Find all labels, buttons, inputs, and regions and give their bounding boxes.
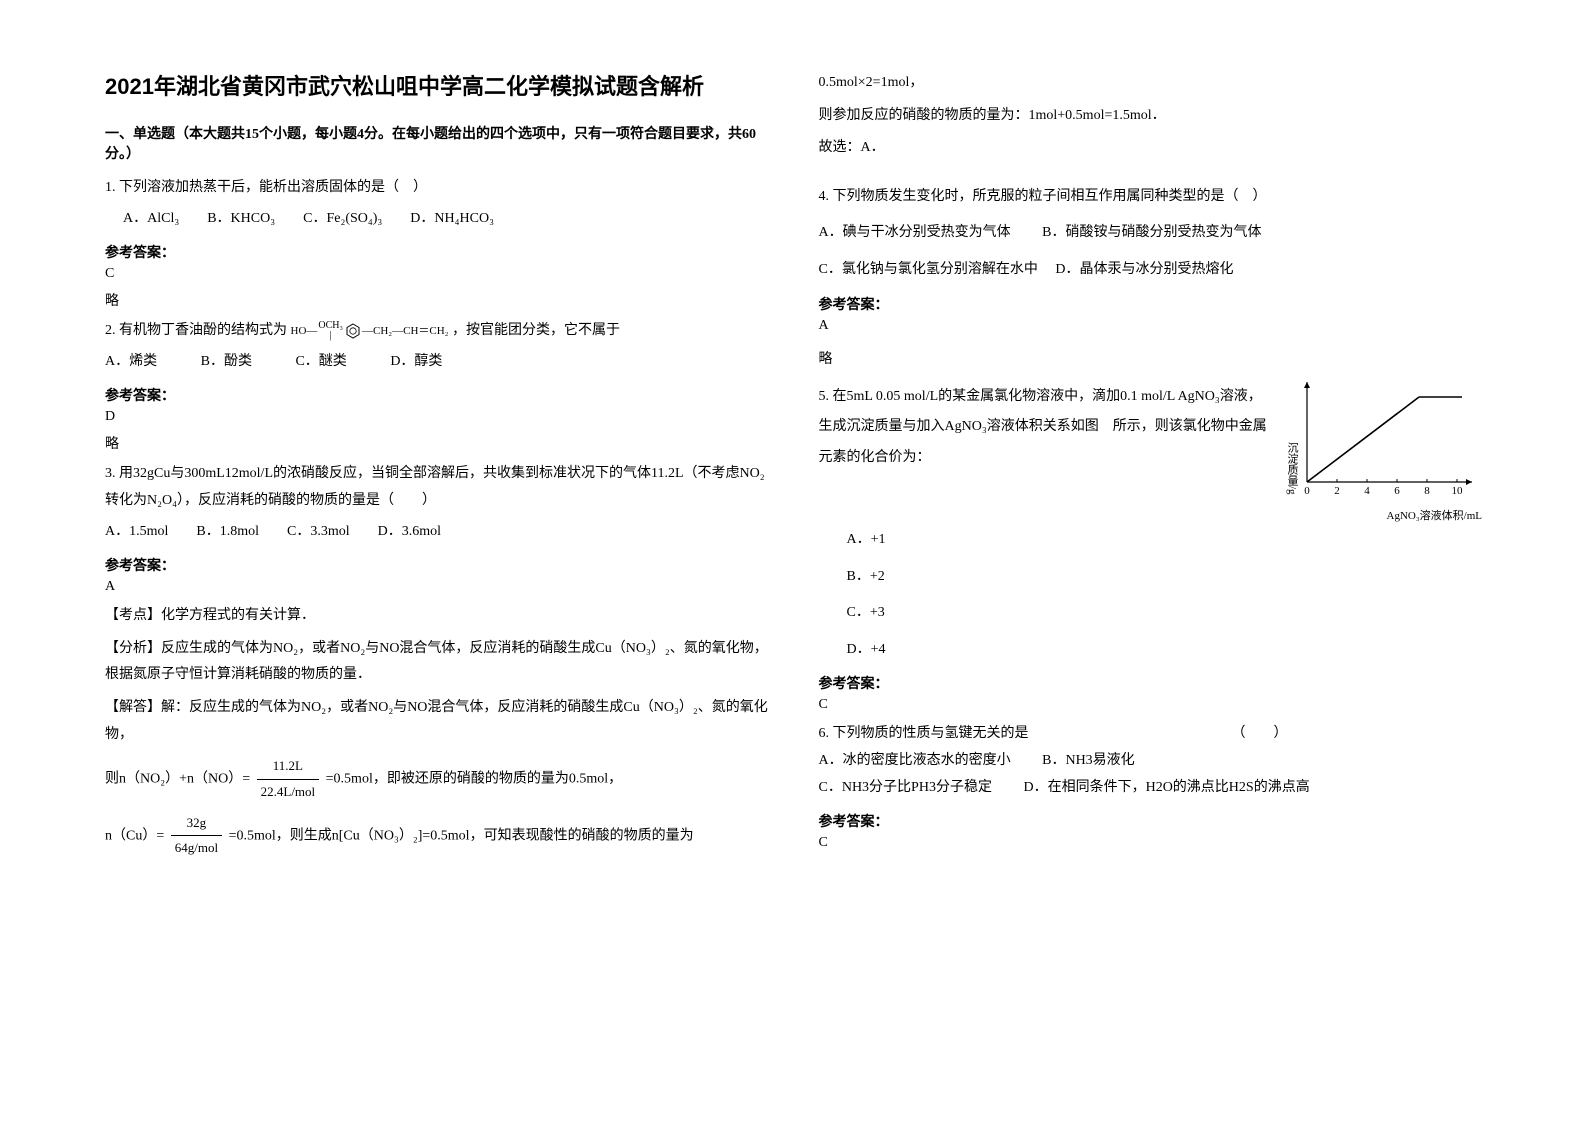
question-5: 沉淀质量/g 0 2 4 6 8 10 AgNO₃溶液体积/mL 5. 在5mL… [819,382,1483,664]
q2-options: A．烯类 B．酚类 C．醚类 D．醇类 [105,349,769,376]
q3-answer: A [105,579,769,595]
q6-row1: A．冰的密度比液态水的密度小 B．NH3易液化 [819,748,1483,775]
q3-e4-post: =0.5mol，即被还原的硝酸的物质的量为0.5mol， [326,772,622,787]
q6-opt-c: C．NH3分子比PH3分子稳定 [819,780,992,795]
frac-bot: 64g/mol [171,836,222,861]
q3-stem: 3. 用32gCu与300mL12mol/L的浓硝酸反应，当铜全部溶解后，共收集… [105,461,769,514]
frac-top: 11.2L [257,754,320,780]
answer-label: 参考答案： [819,294,1483,314]
q3-e4-pre: 则n（NO₂）+n（NO）= [105,772,250,787]
q3-exp-7: 则参加反应的硝酸的物质的量为：1mol+0.5mol=1.5mol． [819,103,1483,130]
q6-opt-a: A．冰的密度比液态水的密度小 [819,753,1011,768]
right-column: 0.5mol×2=1mol， 则参加反应的硝酸的物质的量为：1mol+0.5mo… [794,70,1508,1082]
answer-label: 参考答案： [819,811,1483,831]
q2-opt-a: A．烯类 [105,354,157,369]
q3-e5-post: =0.5mol，则生成n[Cu（NO₃）₂]=0.5mol，可知表现酸性的硝酸的… [229,828,694,843]
q5-graph: 沉淀质量/g 0 2 4 6 8 10 AgNO₃溶液体积/mL [1282,372,1482,527]
q2-opt-d: D．醇类 [390,354,442,369]
q2-stem-post: ，按官能团分类，它不属于 [452,323,620,338]
answer-label: 参考答案： [105,385,769,405]
q4-answer: A [819,318,1483,334]
q3-e5-pre: n（Cu）= [105,828,164,843]
question-4: 4. 下列物质发生变化时，所克服的粒子间相互作用属同种类型的是（ ） A．碘与干… [819,184,1483,284]
q5-options: A．+1 B．+2 C．+3 D．+4 [819,527,1483,663]
q5-answer: C [819,697,1483,713]
q1-stem: 1. 下列溶液加热蒸干后，能析出溶质固体的是（ ） [105,175,769,202]
q4-opt-d: D．晶体汞与冰分别受热熔化 [1055,262,1233,277]
q4-opt-c: C．氯化钠与氯化氢分别溶解在水中 [819,262,1038,277]
fraction: 32g 64g/mol [171,811,222,861]
left-column: 2021年湖北省黄冈市武穴松山咀中学高二化学模拟试题含解析 一、单选题（本大题共… [80,70,794,1082]
q3-exp-3: 【解答】解：反应生成的气体为NO₂，或者NO₂与NO混合气体，反应消耗的硝酸生成… [105,695,769,748]
q1-options: A．AlCl₃ B．KHCO₃ C．Fe₂(SO₄)₃ D．NH₄HCO₃ [123,206,769,233]
q2-note: 略 [105,433,769,453]
question-2: 2. 有机物丁香油酚的结构式为 HO— OCH₃ | —CH₂—CH＝CH₂ ，… [105,318,769,375]
q5-opt-a: A．+1 [847,527,1483,554]
svg-text:0: 0 [1304,485,1310,497]
answer-label: 参考答案： [105,242,769,262]
q3-exp-2: 【分析】反应生成的气体为NO₂，或者NO₂与NO混合气体，反应消耗的硝酸生成Cu… [105,636,769,689]
q5-opt-d: D．+4 [847,637,1483,664]
q4-opt-b: B．硝酸铵与硝酸分别受热变为气体 [1042,225,1261,240]
xlabel: AgNO₃溶液体积/mL [1282,506,1482,527]
q3-exp-8: 故选：A． [819,135,1483,162]
q2-opt-b: B．酚类 [201,354,252,369]
svg-text:8: 8 [1424,485,1430,497]
fraction: 11.2L 22.4L/mol [257,754,320,804]
frac-top: 32g [171,811,222,837]
q3-exp-6: 0.5mol×2=1mol， [819,70,1483,97]
q3-exp-1: 【考点】化学方程式的有关计算． [105,603,769,630]
q4-note: 略 [819,348,1483,368]
section-1-header: 一、单选题（本大题共15个小题，每小题4分。在每小题给出的四个选项中，只有一项符… [105,123,769,163]
frac-bot: 22.4L/mol [257,780,320,805]
svg-text:2: 2 [1334,485,1340,497]
q6-opt-b: B．NH3易液化 [1042,753,1135,768]
q3-options: A．1.5mol B．1.8mol C．3.3mol D．3.6mol [105,519,769,546]
svg-text:4: 4 [1364,485,1370,497]
q5-opt-c: C．+3 [847,600,1483,627]
q5-opt-b: B．+2 [847,564,1483,591]
q4-row1: A．碘与干冰分别受热变为气体 B．硝酸铵与硝酸分别受热变为气体 [819,220,1483,247]
svg-text:6: 6 [1394,485,1400,497]
svg-text:10: 10 [1452,485,1464,497]
struct-bond: | [330,331,332,341]
answer-label: 参考答案： [819,673,1483,693]
q6-stem: 6. 下列物质的性质与氢键无关的是 （ ） [819,721,1483,748]
struct-left: HO— [291,321,318,342]
q4-opt-a: A．碘与干冰分别受热变为气体 [819,225,1011,240]
q2-opt-c: C．醚类 [295,354,346,369]
q6-opt-d: D．在相同条件下，H2O的沸点比H2S的沸点高 [1023,780,1309,795]
q1-answer: C [105,266,769,282]
benzene-ring-icon [345,323,361,339]
struct-right: —CH₂—CH＝CH₂ [362,321,449,342]
q3-exp-4: 则n（NO₂）+n（NO）= 11.2L 22.4L/mol =0.5mol，即… [105,754,769,804]
question-3: 3. 用32gCu与300mL12mol/L的浓硝酸反应，当铜全部溶解后，共收集… [105,461,769,545]
q1-note: 略 [105,290,769,310]
question-1: 1. 下列溶液加热蒸干后，能析出溶质固体的是（ ） A．AlCl₃ B．KHCO… [105,175,769,232]
q2-structure: HO— OCH₃ | —CH₂—CH＝CH₂ [291,321,449,342]
ylabel: 沉淀质量/g [1286,441,1299,494]
q6-row2: C．NH3分子比PH3分子稳定 D．在相同条件下，H2O的沸点比H2S的沸点高 [819,775,1483,802]
q3-exp-5: n（Cu）= 32g 64g/mol =0.5mol，则生成n[Cu（NO₃）₂… [105,811,769,861]
q6-answer: C [819,835,1483,851]
question-6: 6. 下列物质的性质与氢键无关的是 （ ） A．冰的密度比液态水的密度小 B．N… [819,721,1483,801]
q4-row2: C．氯化钠与氯化氢分别溶解在水中 D．晶体汞与冰分别受热熔化 [819,257,1483,284]
q2-stem-pre: 2. 有机物丁香油酚的结构式为 [105,323,287,338]
q2-answer: D [105,409,769,425]
struct-top-group: OCH₃ | [318,321,343,341]
doc-title: 2021年湖北省黄冈市武穴松山咀中学高二化学模拟试题含解析 [105,70,769,103]
answer-label: 参考答案： [105,555,769,575]
q4-stem: 4. 下列物质发生变化时，所克服的粒子间相互作用属同种类型的是（ ） [819,184,1483,211]
